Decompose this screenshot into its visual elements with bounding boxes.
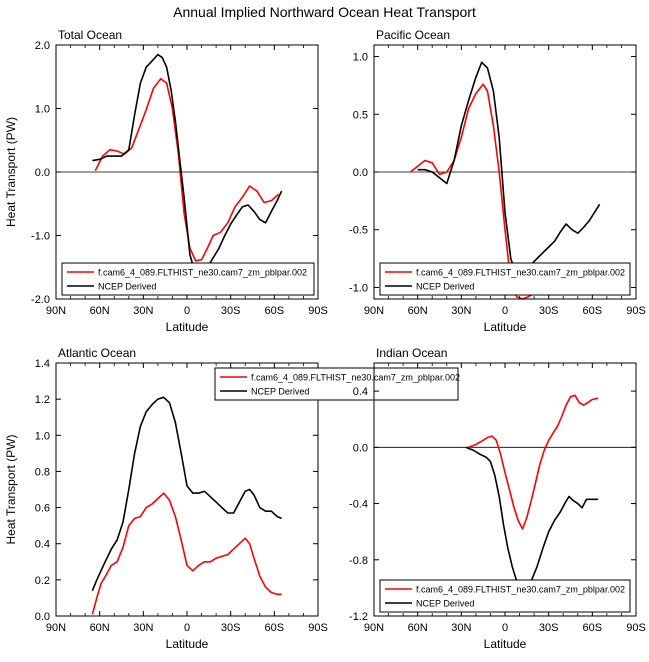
x-tick-label: 30N (133, 305, 153, 317)
chart-panel-2: 90N 60N 30N 0 30S 60S 90S 0.0 0.2 0.4 0.6 0.8 1.0 1.2… (4, 346, 460, 651)
legend: f.cam6_4_089.FLTHIST_ne30.cam7_zm_pblpar… (379, 262, 631, 296)
y-tick-label: -0.5 (349, 225, 368, 237)
x-tick-label: 0 (184, 305, 190, 317)
series-line-ncep (465, 446, 599, 596)
legend-box (214, 367, 459, 401)
legend: f.cam6_4_089.FLTHIST_ne30.cam7_zm_pblpar… (379, 579, 631, 613)
y-tick-label: 1.0 (35, 430, 50, 442)
y-tick-label: 1.4 (35, 358, 50, 370)
legend-box (379, 579, 631, 613)
panel-title: Atlantic Ocean (58, 346, 136, 360)
figure-title: Annual Implied Northward Ocean Heat Tran… (173, 4, 476, 20)
x-tick-label: 60N (90, 305, 110, 317)
series-line-ncep (417, 61, 601, 279)
y-tick-label: 1.2 (35, 394, 50, 406)
x-tick-label: 90N (364, 305, 384, 317)
chart-panel-1: 90N 60N 30N 0 30S 60S 90S -1.0 -0.5 0.0 0.5 1.0 Paci… (349, 28, 646, 334)
chart-panel-0: 90N 60N 30N 0 30S 60S 90S -2.0 -1.0 0.0 1.0 2.0 Tota… (4, 28, 328, 334)
y-tick-label: -2.0 (31, 294, 50, 306)
y-axis-label: Heat Transport (PW) (4, 117, 18, 227)
y-tick-label: 0.0 (35, 167, 50, 179)
y-tick-label: 0.4 (353, 386, 368, 398)
legend-box (379, 262, 631, 296)
y-axis-label: Heat Transport (PW) (4, 434, 18, 544)
legend-label: NCEP Derived (251, 387, 309, 397)
y-tick-label: 2.0 (35, 40, 50, 52)
x-tick-label: 0 (184, 622, 190, 634)
legend-label: NCEP Derived (416, 599, 474, 609)
legend-label: NCEP Derived (416, 282, 474, 292)
y-tick-label: 1.0 (353, 52, 368, 64)
legend: f.cam6_4_089.FLTHIST_ne30.cam7_zm_pblpar… (61, 262, 315, 296)
x-tick-label: 0 (502, 622, 508, 634)
x-tick-label: 60N (408, 305, 428, 317)
x-tick-label: 30N (451, 622, 471, 634)
chart-panel-3: 90N 60N 30N 0 30S 60S 90S -1.2 -0.8 -0.4 0.0 0.4 Ind… (349, 346, 646, 651)
y-tick-label: 0.4 (35, 539, 50, 551)
x-axis-label: Latitude (166, 320, 209, 334)
y-tick-label: 0.6 (35, 503, 50, 515)
x-axis-label: Latitude (484, 320, 527, 334)
x-tick-label: 90S (626, 622, 646, 634)
x-tick-label: 90S (308, 622, 328, 634)
x-tick-label: 60N (408, 622, 428, 634)
panel-title: Pacific Ocean (376, 28, 450, 42)
x-tick-label: 90S (308, 305, 328, 317)
series-line-model (468, 394, 599, 530)
legend-label: f.cam6_4_089.FLTHIST_ne30.cam7_zm_pblpar… (416, 268, 625, 278)
x-tick-label: 30N (133, 622, 153, 634)
y-tick-label: -0.4 (349, 499, 368, 511)
x-tick-label: 60N (90, 622, 110, 634)
x-tick-label: 90S (626, 305, 646, 317)
legend-label: f.cam6_4_089.FLTHIST_ne30.cam7_zm_pblpar… (416, 585, 625, 595)
y-tick-label: 0.5 (353, 109, 368, 121)
x-tick-label: 60S (265, 305, 285, 317)
x-tick-label: 60S (583, 305, 603, 317)
x-tick-label: 60S (583, 622, 603, 634)
x-tick-label: 90N (46, 622, 66, 634)
x-tick-label: 90N (46, 305, 66, 317)
x-tick-label: 30S (221, 305, 241, 317)
y-tick-label: 0.0 (353, 167, 368, 179)
x-axis-label: Latitude (166, 637, 209, 651)
x-axis-label: Latitude (484, 637, 527, 651)
x-tick-label: 0 (502, 305, 508, 317)
panel-title: Indian Ocean (376, 346, 447, 360)
series-line-ncep (92, 53, 283, 280)
legend-label: NCEP Derived (98, 282, 156, 292)
y-tick-label: -1.2 (349, 611, 368, 623)
x-tick-label: 90N (364, 622, 384, 634)
plot-frame (55, 362, 319, 617)
y-tick-label: 0.0 (35, 611, 50, 623)
x-tick-label: 30S (539, 622, 559, 634)
y-tick-label: 1.0 (35, 104, 50, 116)
legend-box (61, 262, 315, 296)
legend-label: f.cam6_4_089.FLTHIST_ne30.cam7_zm_pblpar… (251, 373, 460, 383)
series-line-ncep (91, 396, 282, 592)
panel-title: Total Ocean (58, 28, 122, 42)
y-tick-label: -0.8 (349, 555, 368, 567)
x-tick-label: 60S (265, 622, 285, 634)
y-tick-label: 0.2 (35, 575, 50, 587)
plot-frame (373, 362, 637, 617)
y-tick-label: -1.0 (31, 231, 50, 243)
legend-label: f.cam6_4_089.FLTHIST_ne30.cam7_zm_pblpar… (98, 268, 307, 278)
x-tick-label: 30N (451, 305, 471, 317)
y-tick-label: 0.8 (35, 466, 50, 478)
series-line-model (91, 492, 282, 615)
x-tick-label: 30S (221, 622, 241, 634)
y-tick-label: 0.0 (353, 442, 368, 454)
x-tick-label: 30S (539, 305, 559, 317)
y-tick-label: -1.0 (349, 282, 368, 294)
legend: f.cam6_4_089.FLTHIST_ne30.cam7_zm_pblpar… (214, 367, 460, 401)
